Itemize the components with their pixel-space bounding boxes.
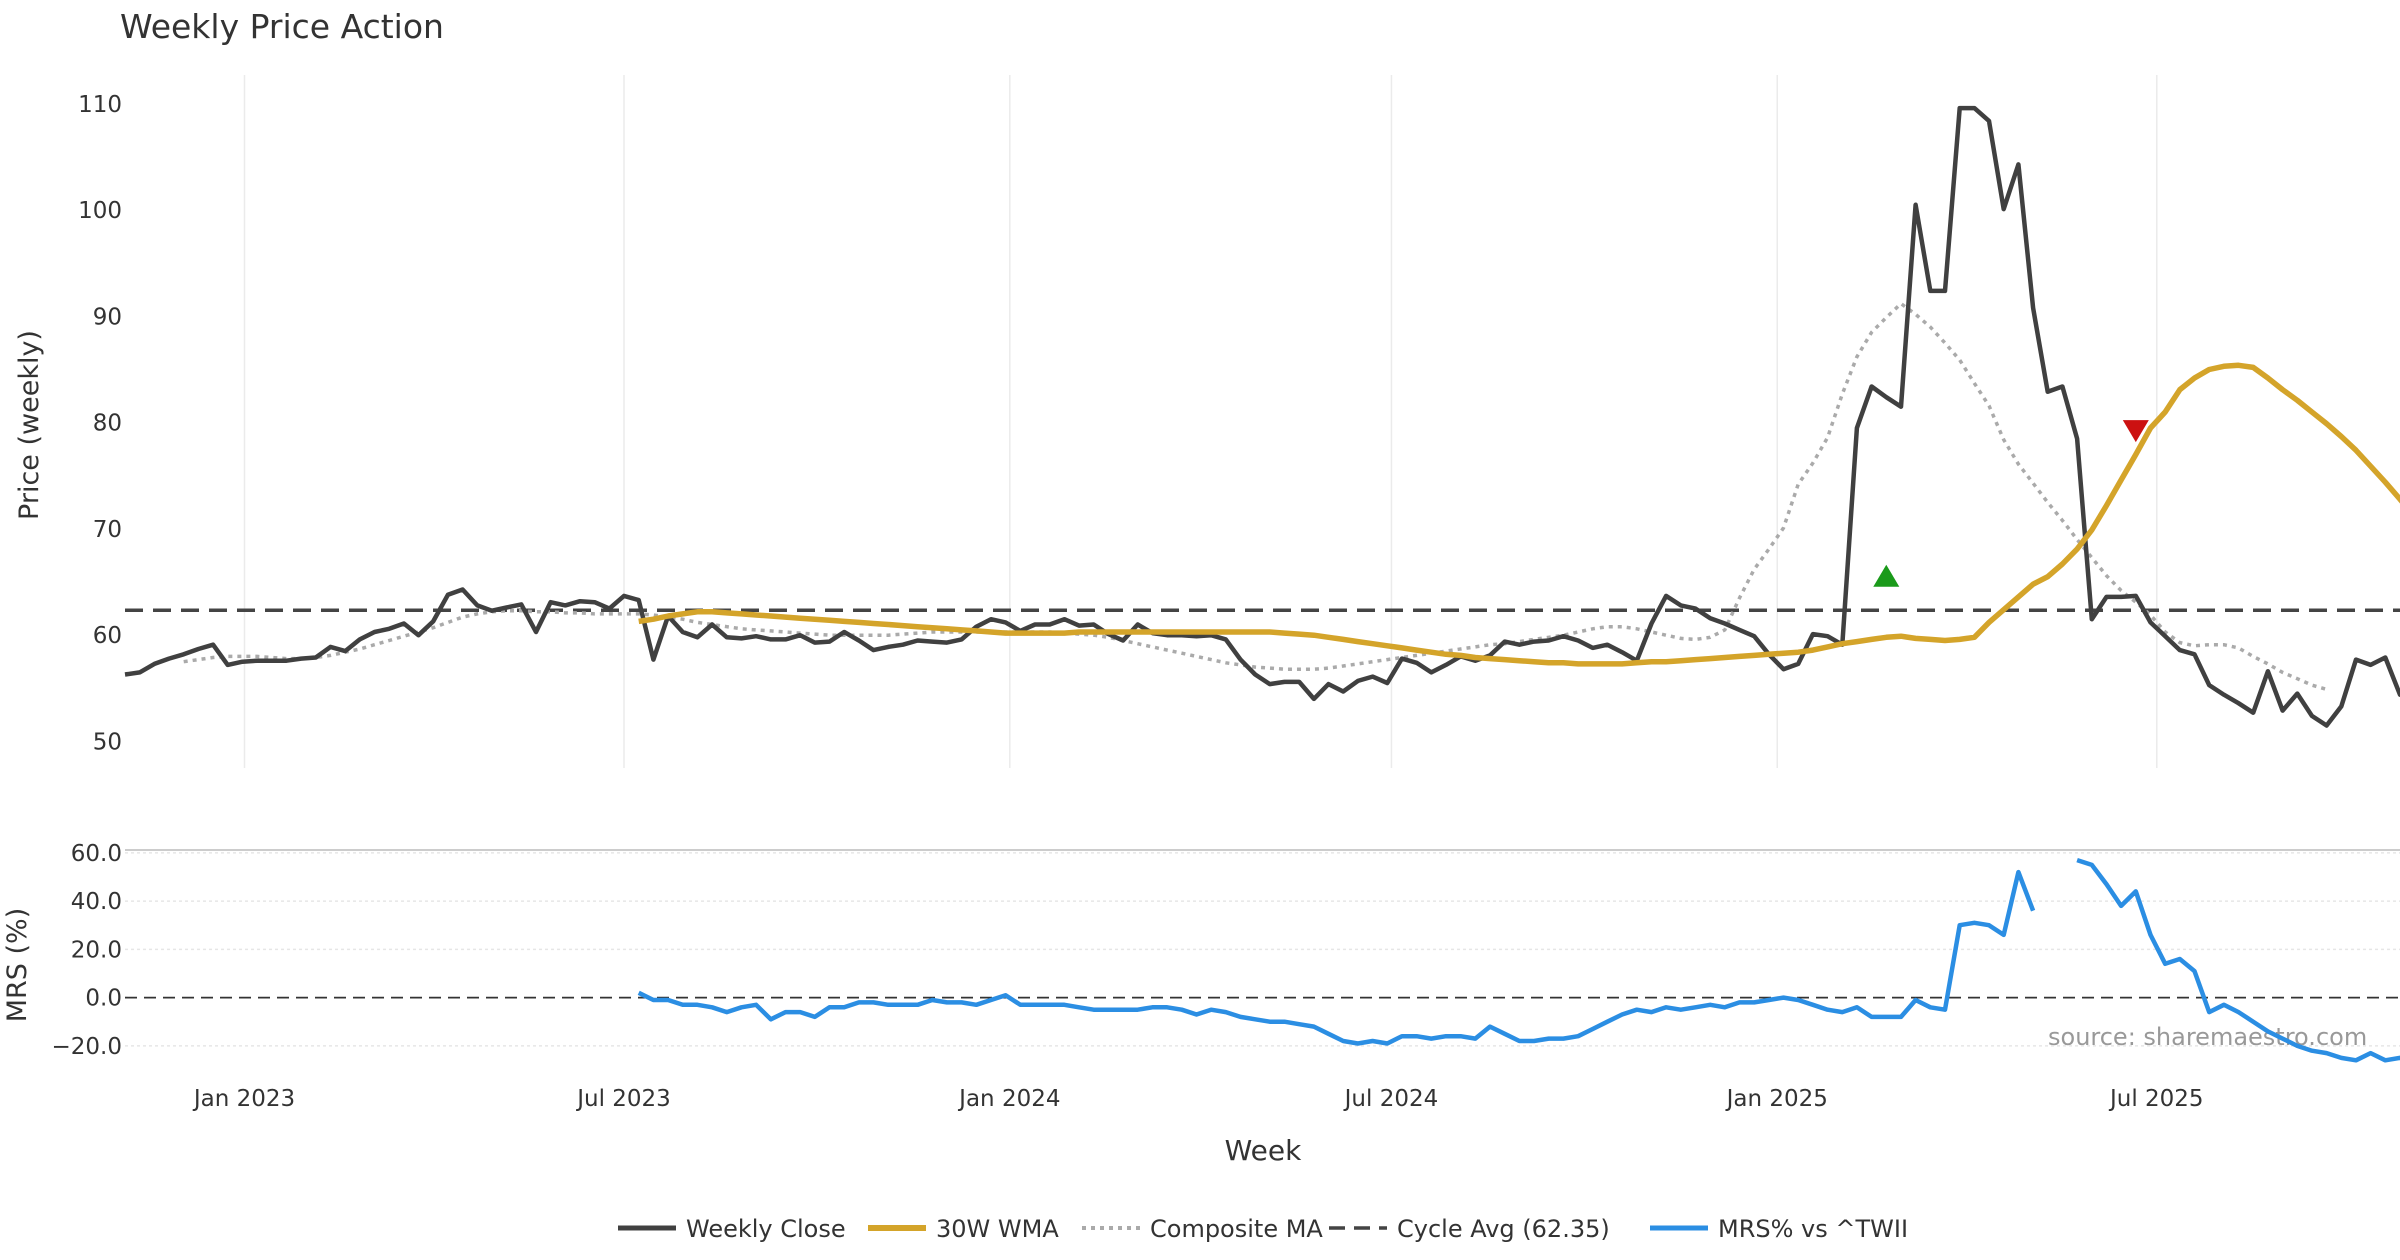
legend-item: MRS% vs ^TWII: [1650, 1215, 1908, 1243]
mrs-lines: [637, 857, 2400, 1063]
watermark: source: sharemaestro.com: [2048, 1023, 2367, 1051]
mrs-y-axis-label: MRS (%): [2, 908, 33, 1023]
legend-label: Composite MA: [1150, 1215, 1323, 1243]
wma-30w-line: [638, 362, 2400, 667]
price-y-tick-label: 80: [93, 411, 122, 437]
price-y-tick-label: 100: [78, 198, 122, 224]
composite-ma-line: [183, 301, 2328, 692]
mrs-y-tick-label: 0.0: [85, 986, 122, 1012]
mrs-y-tick-label: 40.0: [71, 889, 122, 915]
price-y-tick-label: 70: [93, 517, 122, 543]
chart-title: Weekly Price Action: [120, 7, 444, 46]
price-y-tick-label: 50: [93, 729, 122, 755]
legend-item: 30W WMA: [868, 1215, 1059, 1243]
x-axis-label: Week: [1225, 1134, 1302, 1167]
sell-signal-marker: [2122, 420, 2149, 443]
mrs-line: [637, 857, 2400, 1063]
weekly-close-line: [124, 105, 2400, 728]
legend-label: Cycle Avg (62.35): [1397, 1215, 1610, 1243]
x-tick-label: Jan 2024: [957, 1086, 1060, 1112]
price-grid: 50 60 70 80 90 100 110: [78, 75, 2158, 768]
x-tick-label: Jul 2025: [2108, 1086, 2204, 1112]
legend-item: Cycle Avg (62.35): [1329, 1215, 1610, 1243]
x-tick-label: Jul 2023: [575, 1086, 671, 1112]
mrs-y-tick-label: −20.0: [52, 1034, 122, 1060]
mrs-grid: −20.0 0.0 20.0 40.0 60.0: [52, 841, 2400, 1060]
legend: Weekly Close 30W WMA Composite MA Cycle Avg…: [618, 1215, 1908, 1243]
x-tick-label: Jan 2025: [1725, 1086, 1828, 1112]
legend-label: Weekly Close: [686, 1215, 846, 1243]
mrs-y-tick-label: 60.0: [71, 841, 122, 867]
price-y-axis-label: Price (weekly): [14, 330, 45, 520]
price-y-tick-label: 60: [93, 623, 122, 649]
legend-item: Weekly Close: [618, 1215, 846, 1243]
legend-label: MRS% vs ^TWII: [1718, 1215, 1908, 1243]
buy-signal-marker: [1873, 564, 1900, 587]
price-y-tick-label: 110: [78, 92, 122, 118]
price-lines: [124, 105, 2400, 728]
mrs-y-tick-label: 20.0: [71, 937, 122, 963]
legend-item: Composite MA: [1082, 1215, 1323, 1243]
x-tick-label: Jul 2024: [1343, 1086, 1439, 1112]
x-axis-ticks: Jan 2023 Jul 2023 Jan 2024 Jul 2024 Jan 2025…: [192, 1086, 2204, 1112]
legend-label: 30W WMA: [936, 1215, 1059, 1243]
x-tick-label: Jan 2023: [192, 1086, 295, 1112]
price-y-tick-label: 90: [93, 304, 122, 330]
